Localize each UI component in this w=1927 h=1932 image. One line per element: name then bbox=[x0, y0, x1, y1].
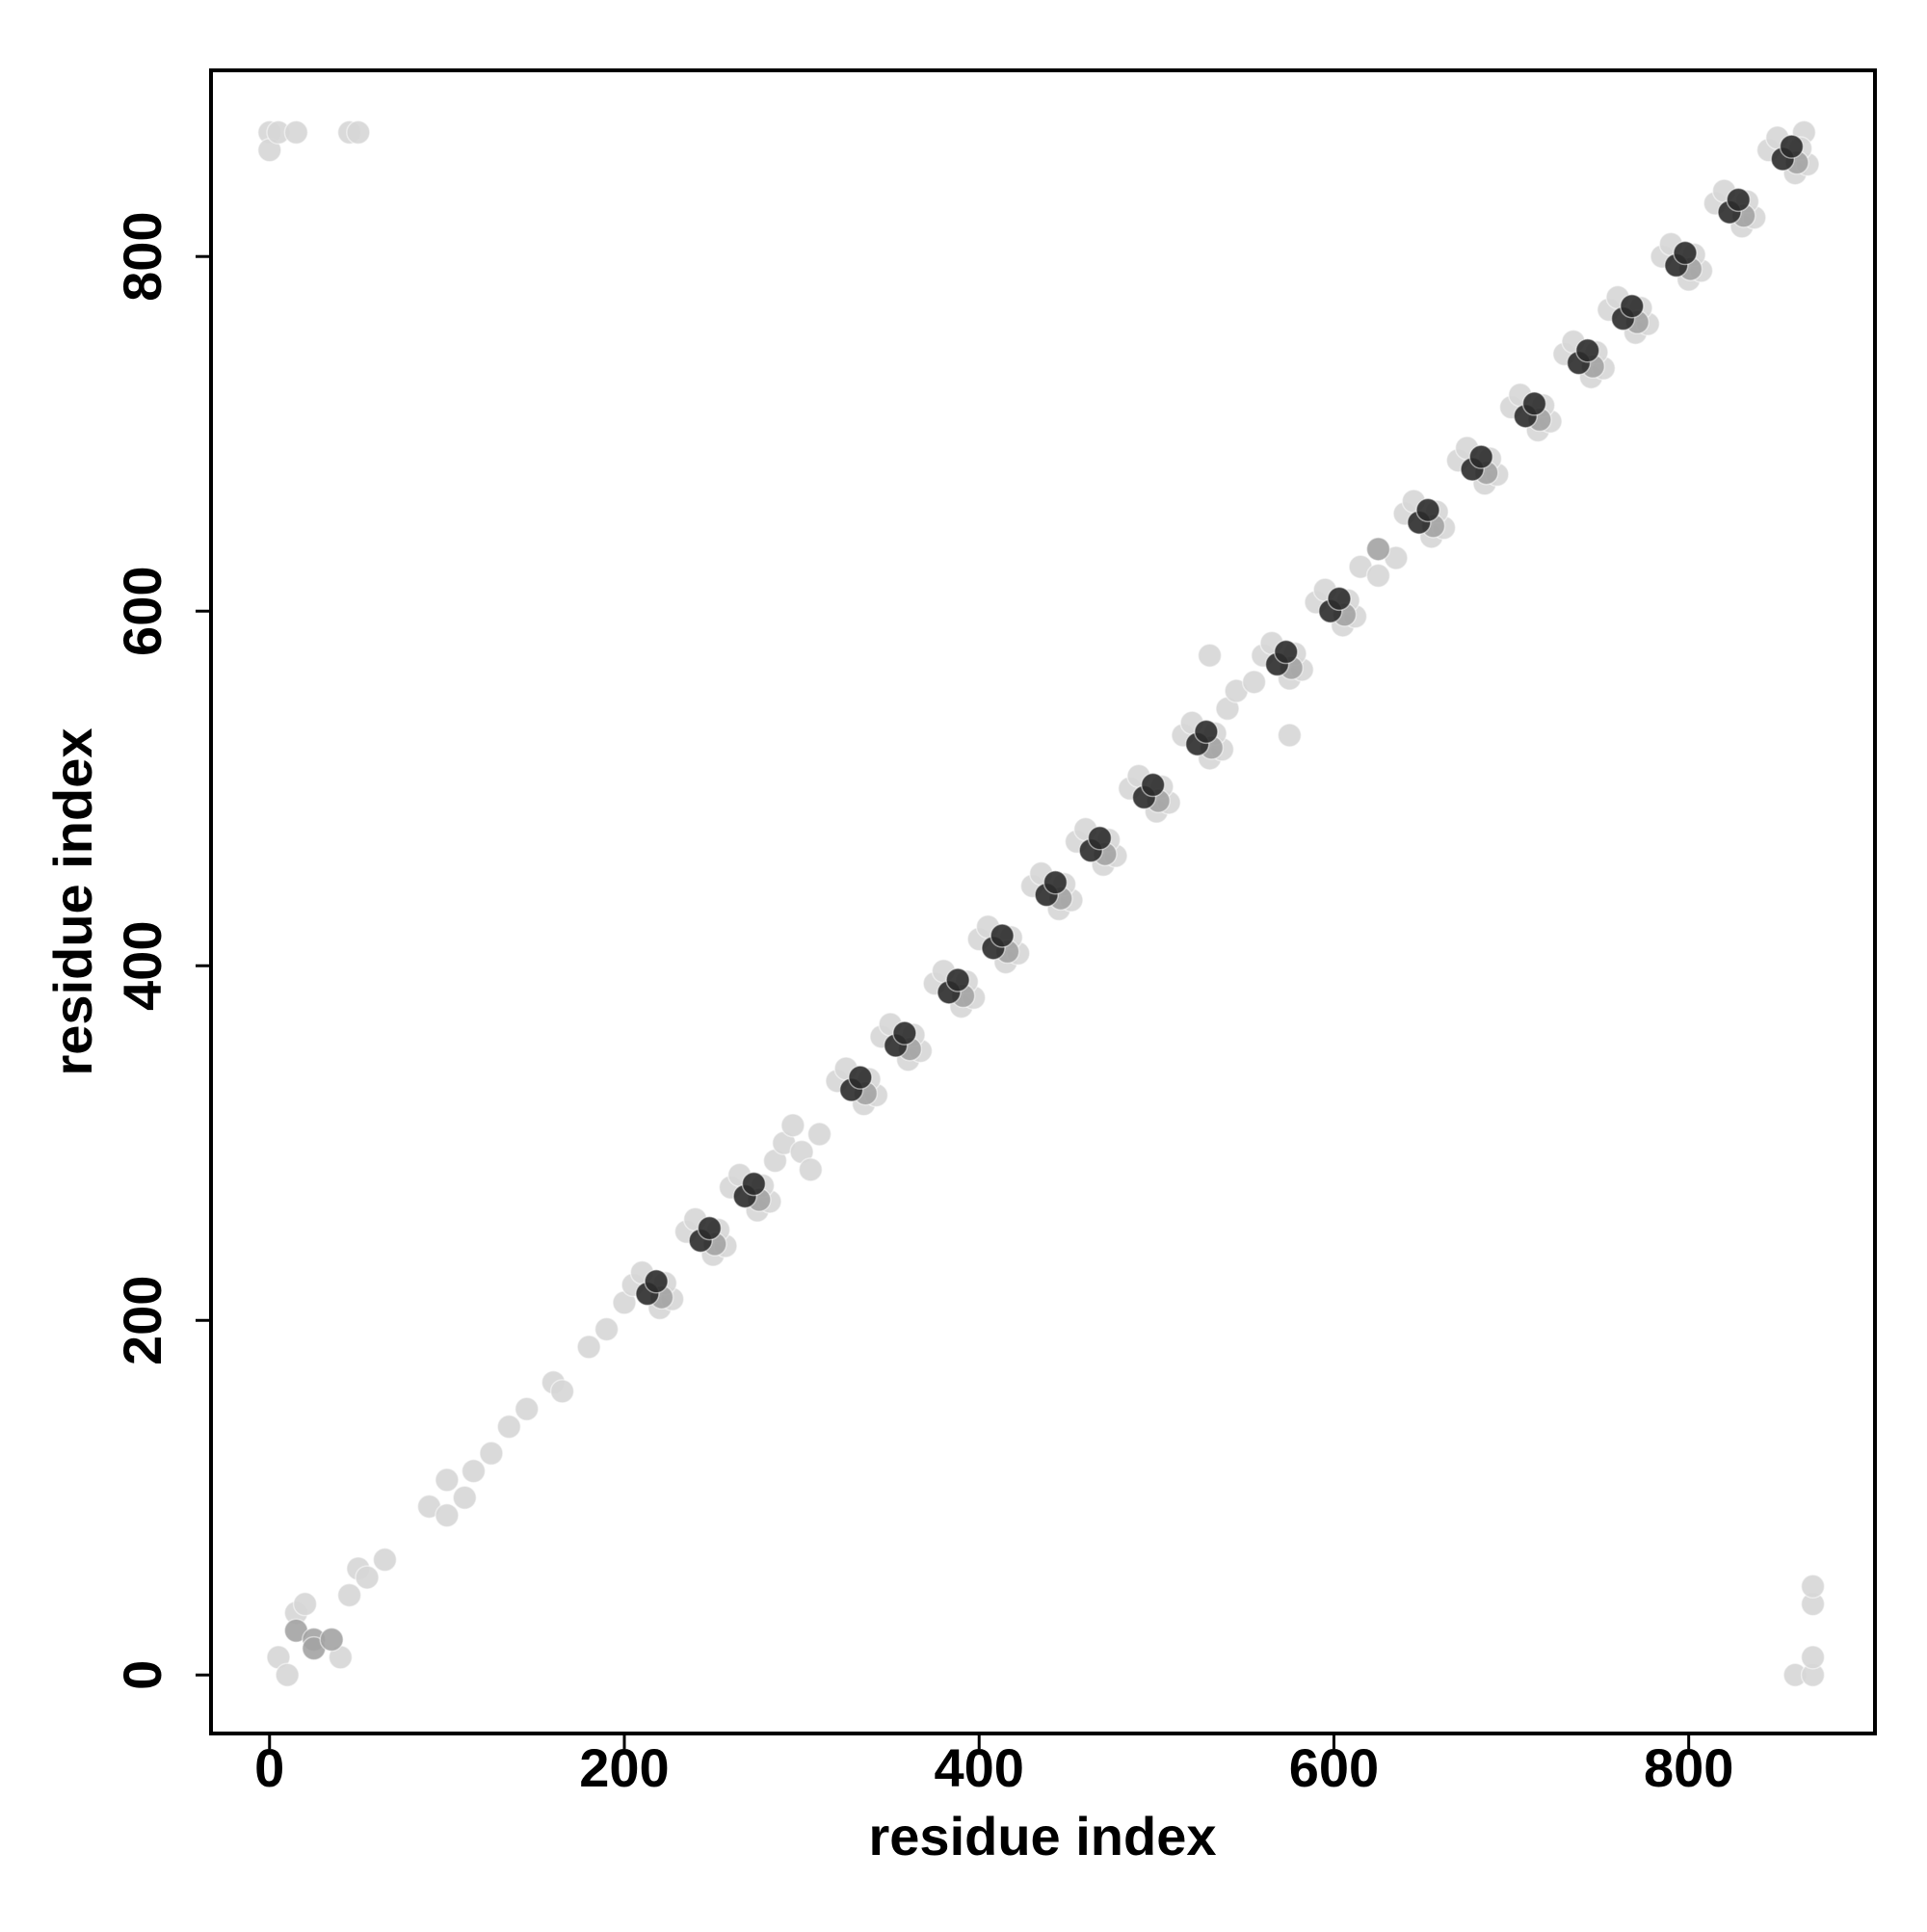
point bbox=[1194, 719, 1219, 745]
point bbox=[435, 1468, 460, 1493]
point bbox=[697, 1215, 723, 1241]
x-tick-label: 600 bbox=[1289, 1737, 1379, 1798]
point bbox=[806, 1122, 832, 1147]
point bbox=[1673, 240, 1698, 266]
point bbox=[355, 1565, 380, 1590]
y-tick-label: 600 bbox=[112, 567, 172, 656]
point bbox=[1779, 134, 1805, 159]
point bbox=[435, 1502, 460, 1528]
point bbox=[549, 1379, 575, 1404]
y-tick-label: 0 bbox=[112, 1660, 172, 1690]
point bbox=[1365, 563, 1391, 589]
point bbox=[461, 1458, 487, 1484]
point bbox=[1241, 670, 1267, 695]
x-tick-label: 400 bbox=[934, 1737, 1023, 1798]
point bbox=[1327, 586, 1352, 612]
point bbox=[1197, 643, 1223, 668]
point bbox=[1277, 723, 1303, 748]
point bbox=[319, 1627, 344, 1653]
point bbox=[336, 1582, 362, 1608]
point bbox=[1620, 293, 1645, 319]
point bbox=[275, 1662, 300, 1688]
point bbox=[1800, 1645, 1826, 1670]
point bbox=[945, 967, 970, 992]
point bbox=[372, 1547, 398, 1573]
x-tick-label: 0 bbox=[254, 1737, 284, 1798]
point bbox=[1800, 1574, 1826, 1600]
point bbox=[496, 1414, 522, 1440]
y-tick-label: 200 bbox=[112, 1276, 172, 1365]
point bbox=[346, 119, 371, 146]
x-axis-title: residue index bbox=[868, 1806, 1216, 1866]
point bbox=[1273, 639, 1299, 665]
point bbox=[514, 1396, 540, 1422]
point bbox=[741, 1171, 767, 1197]
point bbox=[1415, 497, 1440, 523]
x-tick-label: 200 bbox=[579, 1737, 669, 1798]
point bbox=[594, 1316, 620, 1342]
point bbox=[1087, 826, 1113, 851]
point bbox=[1140, 772, 1166, 798]
point bbox=[1726, 187, 1751, 213]
point bbox=[576, 1335, 601, 1360]
point bbox=[1468, 444, 1494, 469]
point bbox=[1574, 337, 1600, 363]
y-axis-title: residue index bbox=[42, 728, 103, 1075]
y-tick-label: 800 bbox=[112, 211, 172, 301]
point bbox=[892, 1020, 917, 1045]
x-tick-label: 800 bbox=[1644, 1737, 1733, 1798]
y-tick-label: 400 bbox=[112, 921, 172, 1011]
point bbox=[1365, 537, 1391, 562]
point bbox=[990, 923, 1015, 948]
point bbox=[848, 1065, 873, 1090]
point bbox=[292, 1591, 318, 1617]
point bbox=[1521, 391, 1547, 416]
point bbox=[479, 1441, 504, 1467]
point bbox=[1043, 870, 1069, 895]
point bbox=[283, 119, 309, 146]
plot-frame bbox=[209, 68, 1877, 1735]
point bbox=[644, 1269, 669, 1294]
point bbox=[798, 1157, 824, 1182]
point bbox=[452, 1485, 478, 1511]
point bbox=[780, 1113, 805, 1138]
